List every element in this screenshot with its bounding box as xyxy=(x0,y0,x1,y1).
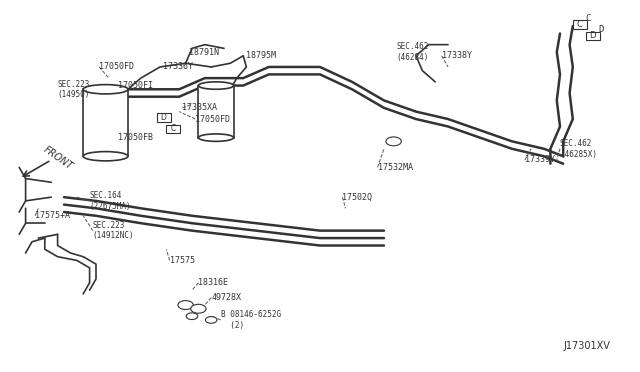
Bar xyxy=(157,113,171,122)
Text: B 08146-6252G
  (2): B 08146-6252G (2) xyxy=(221,310,281,330)
Text: D: D xyxy=(598,25,604,34)
Text: 17532MA: 17532MA xyxy=(378,163,413,172)
Text: SEC.462
(46285X): SEC.462 (46285X) xyxy=(560,139,597,158)
Text: 17050FD: 17050FD xyxy=(195,115,230,124)
Circle shape xyxy=(386,137,401,146)
Ellipse shape xyxy=(198,82,234,89)
Text: SEC.223
(14912NC): SEC.223 (14912NC) xyxy=(93,221,134,240)
Text: SEC.223
(14950): SEC.223 (14950) xyxy=(58,80,90,99)
Text: 17335XA: 17335XA xyxy=(182,103,218,112)
Text: 18791N: 18791N xyxy=(189,48,219,57)
Text: D: D xyxy=(160,113,166,122)
Text: C: C xyxy=(170,124,175,133)
Text: SEC.462
(46284): SEC.462 (46284) xyxy=(397,42,429,62)
Text: J17301XV: J17301XV xyxy=(563,341,610,351)
Text: 18795M: 18795M xyxy=(246,51,276,60)
Text: 17050FD: 17050FD xyxy=(99,62,134,71)
Ellipse shape xyxy=(198,134,234,141)
Text: 17575+A: 17575+A xyxy=(35,211,70,220)
Text: SEC.164
(22675MA): SEC.164 (22675MA) xyxy=(90,191,131,211)
Text: 17575: 17575 xyxy=(170,256,195,265)
Text: 17336Y: 17336Y xyxy=(163,62,193,71)
Text: 17339Y: 17339Y xyxy=(525,155,555,164)
Circle shape xyxy=(191,304,206,313)
Bar xyxy=(198,86,234,138)
Bar xyxy=(586,32,600,40)
Bar xyxy=(166,125,180,133)
Text: 49728X: 49728X xyxy=(211,293,241,302)
Text: 17502Q: 17502Q xyxy=(342,193,372,202)
Text: 17338Y: 17338Y xyxy=(442,51,472,60)
Text: 17050FB: 17050FB xyxy=(118,133,154,142)
Circle shape xyxy=(186,313,198,320)
Text: D: D xyxy=(589,31,595,40)
Text: C: C xyxy=(586,14,591,23)
Ellipse shape xyxy=(83,85,128,94)
Circle shape xyxy=(205,317,217,323)
Text: 18316E: 18316E xyxy=(198,278,228,287)
Text: 17050FI: 17050FI xyxy=(118,81,154,90)
Circle shape xyxy=(178,301,193,310)
Text: FRONT: FRONT xyxy=(42,144,75,171)
Text: C: C xyxy=(576,20,582,29)
Bar xyxy=(83,89,128,156)
Ellipse shape xyxy=(83,152,128,161)
Bar xyxy=(573,20,587,29)
